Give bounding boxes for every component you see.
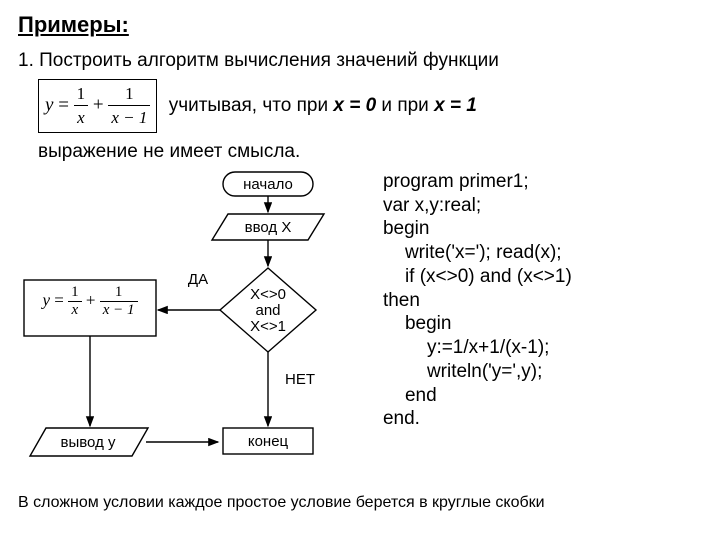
flow-yes: ДА <box>188 271 208 288</box>
flow-cond3: X<>1 <box>250 318 286 335</box>
cond1: x = 0 <box>333 95 376 116</box>
footnote: В сложном условии каждое простое условие… <box>18 494 702 512</box>
code-l6: begin <box>383 312 702 336</box>
flow-no: НЕТ <box>285 371 315 388</box>
task-text: 1. Построить алгоритм вычисления значени… <box>18 48 702 166</box>
task-line2: учитывая, что при <box>169 95 334 116</box>
code-l7: y:=1/x+1/(x-1); <box>383 336 702 360</box>
flow-output: вывод y <box>61 434 116 451</box>
formula-y: y <box>45 94 53 115</box>
code-l0: program primer1; <box>383 170 702 194</box>
frac2-num: 1 <box>108 82 150 107</box>
flow-end: конец <box>248 433 289 450</box>
flow-cond1: X<>0 <box>250 286 286 303</box>
flow-start: начало <box>243 176 293 193</box>
code-l1: var x,y:real; <box>383 194 702 218</box>
code-l9: end <box>383 384 702 408</box>
formula-plus: + <box>93 94 104 115</box>
flow-input: ввод X <box>245 219 292 236</box>
code-l2: begin <box>383 217 702 241</box>
code-l8: writeln('y=',y); <box>383 360 702 384</box>
formula-eq: = <box>58 94 69 115</box>
frac2-den: x − 1 <box>108 106 150 130</box>
task-line1: 1. Построить алгоритм вычисления значени… <box>18 48 702 75</box>
code-listing: program primer1; var x,y:real; begin wri… <box>377 170 702 490</box>
code-l5: then <box>383 289 702 313</box>
page-title: Примеры: <box>18 12 702 38</box>
task-line3: выражение не имеет смысла. <box>38 139 702 166</box>
cond2: x = 1 <box>434 95 477 116</box>
code-l3: write('x='); read(x); <box>383 241 702 265</box>
code-l10: end. <box>383 407 702 431</box>
flowchart: начало ввод X X<>0 and X<>1 ДА y = 1x + … <box>18 170 377 490</box>
cond-join: и при <box>381 95 434 116</box>
frac1-num: 1 <box>74 82 89 107</box>
code-l4: if (x<>0) and (x<>1) <box>383 265 702 289</box>
formula-box-top: y = 1x + 1x − 1 <box>38 79 157 134</box>
flow-cond2: and <box>255 302 280 319</box>
frac1-den: x <box>74 106 89 130</box>
